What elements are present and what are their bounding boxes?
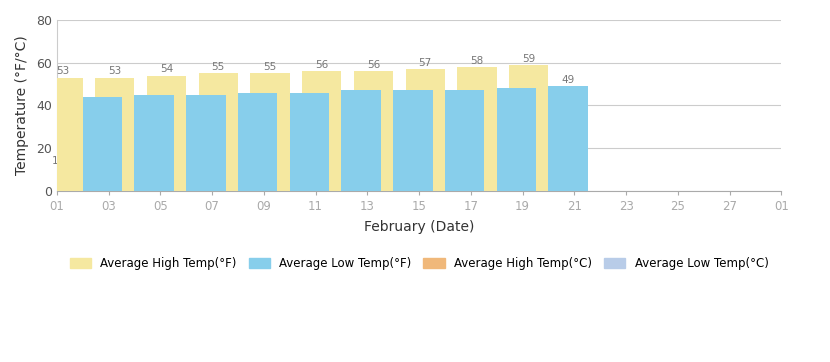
Bar [186, 95, 226, 191]
Text: 49: 49 [562, 75, 574, 85]
Bar [251, 174, 329, 191]
Text: 47: 47 [354, 79, 368, 89]
Bar [406, 161, 484, 191]
Bar [302, 71, 341, 191]
Bar [251, 73, 290, 191]
Bar [43, 78, 83, 191]
Text: 15: 15 [522, 148, 535, 158]
Bar [302, 174, 381, 191]
Text: 6.8: 6.8 [94, 166, 110, 176]
Bar [238, 93, 277, 191]
Text: 8.1: 8.1 [353, 163, 369, 173]
Text: 11.5: 11.5 [51, 156, 75, 166]
Text: 53: 53 [108, 66, 121, 76]
Text: 47: 47 [458, 79, 471, 89]
Bar [95, 166, 173, 191]
Bar [354, 173, 432, 191]
Bar [549, 86, 588, 191]
Text: 8.9: 8.9 [508, 161, 525, 171]
Text: 58: 58 [471, 56, 484, 66]
Bar [43, 176, 122, 191]
Text: 54: 54 [160, 64, 173, 74]
Text: 8.6: 8.6 [457, 162, 473, 172]
Bar [406, 173, 484, 191]
Text: 7: 7 [151, 165, 158, 175]
Y-axis label: Temperature (°F/°C): Temperature (°F/°C) [15, 35, 29, 175]
Bar [496, 88, 536, 191]
Text: 57: 57 [418, 58, 432, 68]
Bar [393, 90, 432, 191]
Bar [134, 95, 173, 191]
Bar [457, 67, 496, 191]
Bar [354, 71, 393, 191]
Legend: Average High Temp(°F), Average Low Temp(°F), Average High Temp(°C), Average Low : Average High Temp(°F), Average Low Temp(… [64, 252, 774, 276]
Text: 45: 45 [148, 84, 161, 93]
Text: 56: 56 [367, 60, 380, 70]
Text: 44: 44 [95, 86, 109, 96]
Text: 55: 55 [212, 62, 225, 72]
Bar [509, 171, 588, 191]
Bar [354, 162, 432, 191]
Bar [251, 164, 329, 191]
Text: 12.1: 12.1 [155, 155, 178, 164]
Bar [302, 163, 381, 191]
Bar [198, 164, 277, 191]
Text: 13.6: 13.6 [362, 151, 385, 161]
Text: 8.4: 8.4 [404, 162, 421, 172]
Text: 56: 56 [315, 60, 329, 70]
Bar [290, 93, 329, 191]
Text: 14: 14 [418, 150, 432, 160]
Bar [509, 65, 549, 191]
Bar [147, 165, 226, 191]
Text: 7.8: 7.8 [301, 164, 318, 174]
Text: 14.5: 14.5 [466, 149, 489, 159]
Bar [43, 166, 122, 191]
Bar [147, 175, 226, 191]
Text: 53: 53 [56, 66, 70, 76]
Text: 46: 46 [251, 81, 264, 91]
Text: 55: 55 [263, 62, 276, 72]
Text: 13.2: 13.2 [310, 152, 334, 162]
Text: 45: 45 [199, 84, 212, 93]
Text: 11.8: 11.8 [103, 155, 126, 165]
Bar [445, 90, 484, 191]
Bar [147, 76, 186, 191]
Bar [457, 160, 536, 191]
Bar [95, 78, 134, 191]
Text: 7.6: 7.6 [249, 164, 266, 174]
Text: 59: 59 [522, 54, 535, 64]
Bar [341, 90, 381, 191]
Text: 47: 47 [406, 79, 419, 89]
Text: 48: 48 [510, 77, 523, 87]
Bar [509, 159, 588, 191]
Text: 12.5: 12.5 [207, 153, 230, 164]
Bar [457, 172, 536, 191]
X-axis label: February (Date): February (Date) [364, 220, 474, 234]
Bar [95, 176, 173, 191]
Bar [406, 69, 445, 191]
Bar [198, 73, 238, 191]
Bar [83, 97, 122, 191]
Text: 12.8: 12.8 [258, 153, 281, 163]
Text: 46: 46 [303, 81, 316, 91]
Text: 9.2: 9.2 [559, 161, 577, 171]
Text: 7.3: 7.3 [198, 165, 214, 174]
Bar [198, 174, 277, 191]
